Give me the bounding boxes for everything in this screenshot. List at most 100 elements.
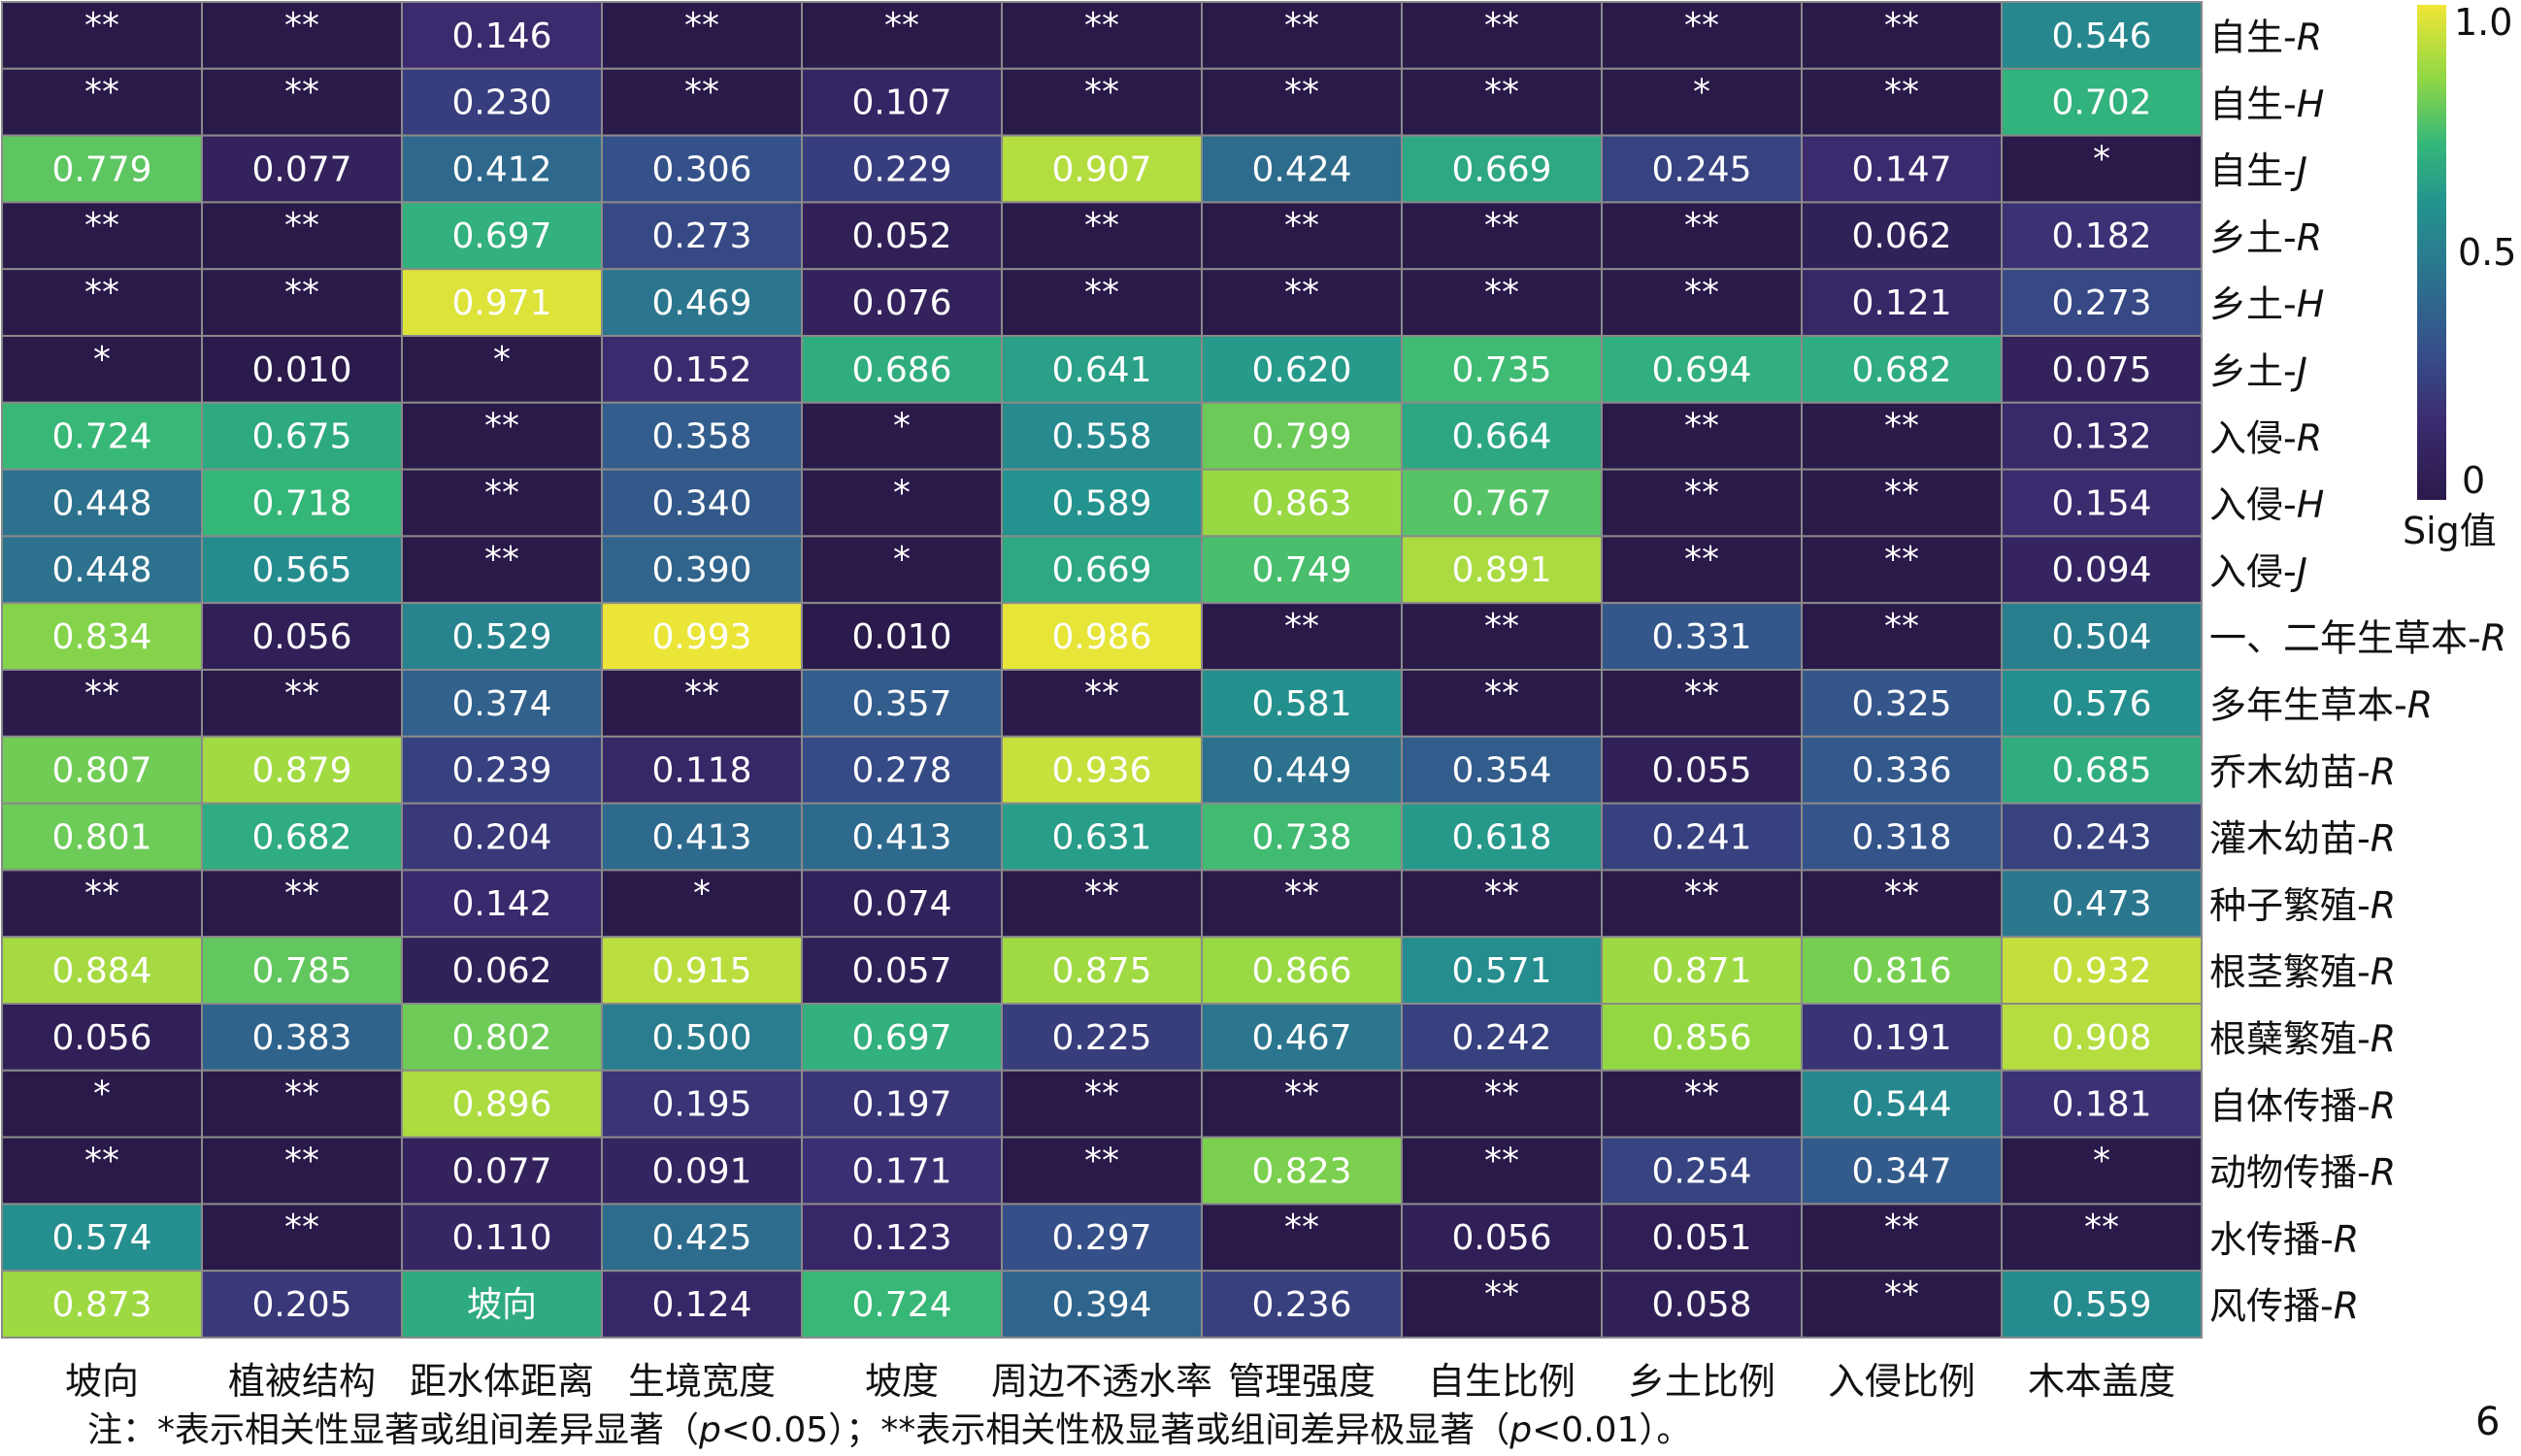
heatmap-cell — [1601, 134, 1803, 204]
cell-value-label: ** — [1484, 874, 1519, 913]
column-label: 植被结构 — [228, 1360, 376, 1403]
heatmap-cell — [201, 1136, 403, 1206]
row-label: 根茎繁殖-R — [2209, 951, 2396, 994]
cell-value-label: 0.873 — [51, 1285, 151, 1325]
cell-value-label: 0.932 — [2051, 951, 2151, 991]
heatmap-cell — [1801, 67, 2003, 137]
cell-value-label: 0.191 — [1851, 1018, 1951, 1058]
heatmap-cell — [601, 1136, 803, 1206]
heatmap-cell — [1001, 936, 1203, 1006]
cell-value-label: 0.091 — [651, 1151, 751, 1191]
cell-value-label: 0.834 — [51, 617, 151, 657]
heatmap-cell — [1201, 802, 1403, 872]
heatmap-cell — [1, 67, 203, 137]
cell-value-label: 0.243 — [2051, 817, 2151, 857]
cell-value-label: ** — [1084, 6, 1119, 46]
cell-value-label: 0.239 — [451, 751, 551, 791]
column-label: 距水体距离 — [410, 1360, 594, 1403]
heatmap-cell — [1201, 869, 1403, 939]
cell-value-label: 0.325 — [1851, 684, 1951, 724]
cell-value-label: 0.735 — [1451, 350, 1551, 390]
cell-value-label: ** — [1884, 874, 1919, 913]
heatmap-cell — [801, 134, 1003, 204]
cell-value-label: 0.412 — [451, 149, 551, 189]
heatmap-cell — [1201, 468, 1403, 538]
cell-value-label: 0.571 — [1451, 951, 1551, 991]
cell-value-label: 0.448 — [51, 550, 151, 590]
cell-value-label: 0.871 — [1651, 951, 1751, 991]
cell-value-label: 0.110 — [451, 1218, 551, 1258]
heatmap-cell — [401, 67, 603, 137]
cell-value-label: 0.546 — [2051, 17, 2151, 56]
cell-value-label: ** — [1684, 674, 1719, 713]
heatmap-cell — [1801, 1136, 2003, 1206]
cell-value-label: ** — [84, 874, 119, 913]
cell-value-label: 0.558 — [1051, 417, 1151, 457]
heatmap-cell — [1001, 134, 1203, 204]
cell-value-label: ** — [84, 6, 119, 46]
cell-value-label: 0.544 — [1851, 1085, 1951, 1125]
cell-value-label: 0.682 — [251, 817, 351, 857]
heatmap-cell — [2001, 869, 2203, 939]
heatmap-cell — [1401, 1136, 1603, 1206]
cell-value-label: * — [893, 473, 911, 513]
heatmap-cell — [801, 735, 1003, 805]
cell-value-label: ** — [1484, 607, 1519, 646]
cell-value-label: ** — [1684, 874, 1719, 913]
cell-value-label: 0.230 — [451, 83, 551, 123]
heatmap-cell — [1201, 936, 1403, 1006]
cell-value-label: ** — [484, 540, 519, 579]
heatmap-cell — [2001, 134, 2203, 204]
row-label: 一、二年生草本-R — [2209, 617, 2506, 660]
cell-value-label: 0.358 — [651, 417, 751, 457]
cell-value-label: 0.242 — [1451, 1018, 1551, 1058]
heatmap-cell — [1801, 735, 2003, 805]
cell-value-label: 0.074 — [851, 884, 951, 924]
heatmap-cell — [2001, 802, 2203, 872]
cell-value-label: 0.197 — [851, 1085, 951, 1125]
heatmap-cell — [1201, 134, 1403, 204]
heatmap-cell — [1801, 535, 2003, 605]
heatmap-cell — [1001, 335, 1203, 404]
heatmap-cell — [1401, 1, 1603, 70]
row-label: 动物传播-R — [2209, 1151, 2396, 1194]
column-label: 自生比例 — [1428, 1360, 1576, 1403]
cell-value-label: ** — [284, 1075, 319, 1114]
column-label: 入侵比例 — [1828, 1360, 1975, 1403]
cell-value-label: 0.010 — [851, 617, 951, 657]
cell-value-label: 0.738 — [1251, 817, 1351, 857]
cell-value-label: 0.879 — [251, 751, 351, 791]
heatmap-cell — [1, 936, 203, 1006]
heatmap-cell — [1001, 735, 1203, 805]
cell-value-label: 0.354 — [1451, 751, 1551, 791]
cell-value-label: 0.010 — [251, 350, 351, 390]
cell-value-label: 0.357 — [851, 684, 951, 724]
cell-value-label: 坡向 — [467, 1285, 537, 1325]
footnote: 注：*表示相关性显著或组间差异显著（p<0.05）；**表示相关性极显著或组间差… — [87, 1410, 1691, 1450]
cell-value-label: ** — [1684, 473, 1719, 513]
cell-value-label: 0.273 — [2051, 283, 2151, 323]
cell-value-label: 0.390 — [651, 550, 751, 590]
cell-value-label: 0.866 — [1251, 951, 1351, 991]
heatmap-cell — [1401, 936, 1603, 1006]
heatmap-cell — [401, 669, 603, 738]
heatmap-cell — [201, 401, 403, 471]
heatmap-cell — [1, 1003, 203, 1072]
heatmap-cell — [2001, 1270, 2203, 1339]
cell-value-label: ** — [1884, 540, 1919, 579]
cell-value-label: 0.669 — [1051, 550, 1151, 590]
heatmap-cell — [1001, 67, 1203, 137]
heatmap-cell — [1001, 1069, 1203, 1139]
heatmap-cell — [1601, 201, 1803, 271]
heatmap-cell — [1801, 201, 2003, 271]
cell-value-label: 0.993 — [651, 617, 751, 657]
heatmap-cell — [2001, 1, 2203, 70]
heatmap-cell — [201, 669, 403, 738]
heatmap-cell — [401, 401, 603, 471]
cell-value-label: ** — [84, 273, 119, 313]
heatmap-cell — [1201, 1270, 1403, 1339]
heatmap-cell — [1001, 802, 1203, 872]
cell-value-label: 0.971 — [451, 283, 551, 323]
cell-value-label: ** — [84, 73, 119, 113]
heatmap-cell — [1, 1136, 203, 1206]
